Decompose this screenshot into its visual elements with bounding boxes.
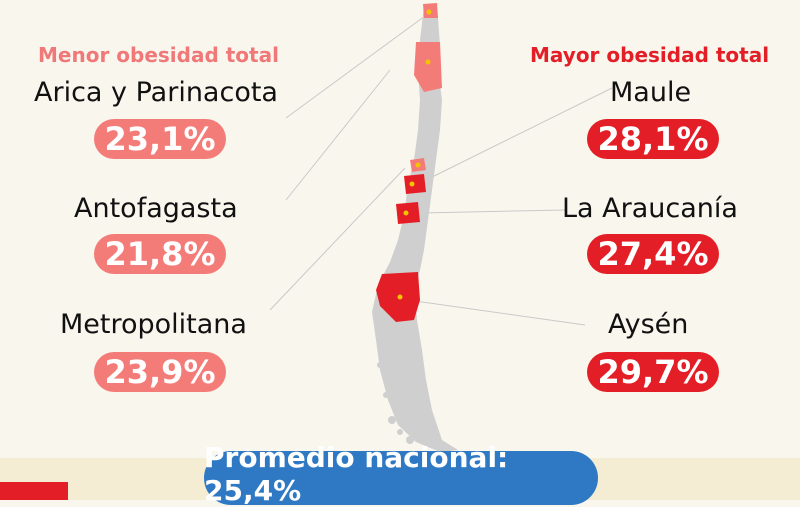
- region-name-metropolitana: Metropolitana: [60, 309, 247, 340]
- region-name-antofagasta: Antofagasta: [74, 193, 238, 224]
- lowest-obesity-title: Menor obesidad total: [38, 43, 279, 67]
- connector-aysen: [407, 299, 586, 326]
- region-name-araucania: La Araucanía: [562, 193, 738, 224]
- connector-maule: [419, 87, 613, 184]
- value-badge-aysen: 29,7%: [587, 352, 719, 392]
- region-name-arica: Arica y Parinacota: [34, 77, 278, 108]
- region-maule: [404, 174, 426, 194]
- value-badge-metropolitana: 23,9%: [94, 352, 226, 392]
- region-antofagasta: [414, 42, 442, 92]
- connector-antofagasta: [285, 69, 391, 201]
- connector-arica: [285, 15, 426, 119]
- highest-obesity-title: Mayor obesidad total: [530, 43, 770, 67]
- value-badge-maule: 28,1%: [587, 119, 719, 159]
- connector-araucania: [419, 209, 566, 214]
- value-badge-araucania: 27,4%: [587, 234, 719, 274]
- region-name-maule: Maule: [610, 77, 692, 108]
- value-badge-arica: 23,1%: [94, 119, 226, 159]
- map-base-shape: [372, 4, 458, 452]
- connector-metropolitana: [269, 167, 406, 311]
- value-badge-antofagasta: 21,8%: [94, 234, 226, 274]
- region-name-aysen: Aysén: [608, 309, 689, 340]
- red-corner-decoration: [0, 482, 68, 500]
- national-average-badge: Promedio nacional: 25,4%: [204, 441, 598, 507]
